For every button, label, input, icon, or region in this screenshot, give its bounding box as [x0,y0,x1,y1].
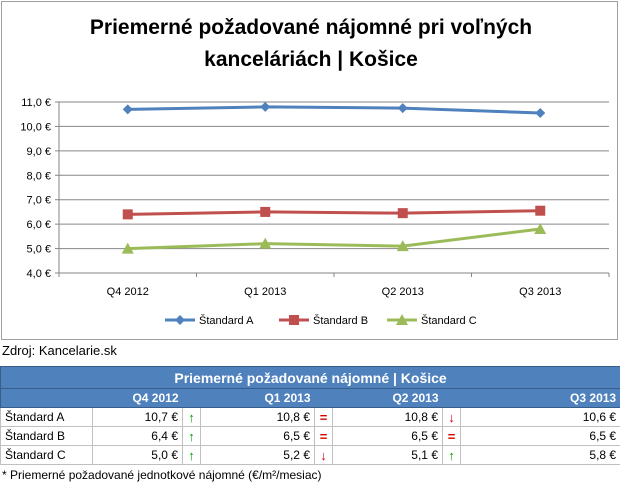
series-line [127,209,541,216]
data-point [534,223,547,235]
column-header: Q4 2012 [92,388,183,408]
value-cell: 10,6 € [460,407,620,427]
trend-arrow-icon: ↓ [314,445,333,465]
trend-arrow-icon: = [442,426,461,446]
rent-table: Priemerné požadované nájomné | Košice Q4 … [0,366,620,465]
data-point [260,206,271,217]
data-point [397,103,408,114]
table-header-row: Q4 2012 Q1 2013 Q2 2013 Q3 2013 [0,388,620,408]
footnote: * Priemerné požadované jednotkové nájomn… [2,468,322,482]
value-cell: 5,2 € [200,445,315,465]
y-tick-label: 6,0 € [27,219,51,231]
legend-label: Štandard A [199,314,254,327]
table-title-row: Priemerné požadované nájomné | Košice [0,366,620,389]
row-label: Štandard C [0,445,93,465]
x-tick-label: Q3 2013 [519,286,561,298]
gridlines [59,101,609,250]
data-point [121,242,134,254]
trend-arrow-icon: ↓ [442,407,461,427]
data-point [260,101,271,112]
series-line [127,105,541,115]
y-tick-label: 7,0 € [27,195,51,207]
data-point [535,107,546,118]
table-row: Štandard B 6,4 € ↑ 6,5 € = 6,5 € = 6,5 € [0,426,620,446]
source-note: Zdroj: Kancelarie.sk [2,343,117,358]
legend-label: Štandard B [313,314,368,327]
column-header: Q3 2013 [442,388,620,408]
legend-marker [289,315,299,325]
data-point [259,237,272,249]
axes: 4,0 € 5,0 € 6,0 € 7,0 € 8,0 € 9,0 € 10,0 € 11,0… [20,97,610,298]
trend-arrow-icon: ↑ [442,445,461,465]
row-label: Štandard B [0,426,93,446]
y-tick-label: 4,0 € [27,268,51,280]
value-cell: 10,8 € [200,407,315,427]
x-tick-label: Q4 2012 [107,286,149,298]
legend-marker [175,315,185,325]
value-cell: 10,8 € [332,407,443,427]
data-point [397,208,408,219]
chart-title-line-1: Priemerné požadované nájomné pri voľných [90,16,532,39]
legend: Štandard A Štandard B Štandard C [165,314,477,327]
legend-marker [396,314,408,325]
value-cell: 6,5 € [460,426,620,446]
value-cell: 5,1 € [332,445,443,465]
column-header: Q1 2013 [182,388,315,408]
table-title: Priemerné požadované nájomné | Košice [0,366,620,389]
y-tick-label: 11,0 € [21,97,51,109]
series-lines [121,101,547,254]
y-tick-label: 10,0 € [20,121,51,133]
y-tick-label: 9,0 € [27,146,51,158]
chart-frame: Priemerné požadované nájomné pri voľných… [1,1,618,340]
data-point [396,240,409,252]
trend-arrow-icon: = [314,407,333,427]
column-header: Q2 2013 [314,388,443,408]
value-cell: 5,0 € [92,445,183,465]
legend-label: Štandard C [421,314,477,327]
trend-arrow-icon: ↑ [182,426,201,446]
series-line [127,227,541,251]
x-tick-label: Q2 2013 [382,286,424,298]
trend-arrow-icon: ↑ [182,407,201,427]
table-row: Štandard A 10,7 € ↑ 10,8 € = 10,8 € ↓ 10,6 € [0,407,620,427]
table-row: Štandard C 5,0 € ↑ 5,2 € ↓ 5,1 € ↑ 5,8 € [0,445,620,465]
value-cell: 6,5 € [332,426,443,446]
value-cell: 6,4 € [92,426,183,446]
value-cell: 6,5 € [200,426,315,446]
trend-arrow-icon: ↑ [182,445,201,465]
x-tick-label: Q1 2013 [244,286,286,298]
header-blank [0,388,93,408]
y-tick-label: 8,0 € [27,170,51,182]
data-point [122,104,133,115]
line-chart: Priemerné požadované nájomné pri voľných… [20,16,610,327]
value-cell: 10,7 € [92,407,183,427]
data-point [122,209,133,220]
value-cell: 5,8 € [460,445,620,465]
data-point [535,205,546,216]
y-tick-label: 5,0 € [27,244,51,256]
trend-arrow-icon: = [314,426,333,446]
chart-title-line-2: kanceláriách | Košice [204,48,418,71]
row-label: Štandard A [0,407,93,427]
